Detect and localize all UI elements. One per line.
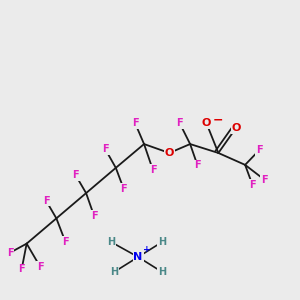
Text: F: F: [62, 236, 69, 247]
Text: F: F: [176, 118, 183, 128]
Text: H: H: [158, 267, 166, 277]
Text: F: F: [132, 118, 139, 128]
Text: H: H: [110, 267, 118, 277]
Text: O: O: [165, 148, 174, 158]
Text: F: F: [7, 248, 14, 257]
Text: F: F: [121, 184, 127, 194]
Text: F: F: [256, 145, 263, 155]
Text: F: F: [194, 160, 201, 170]
Text: −: −: [213, 114, 224, 127]
Text: N: N: [134, 252, 143, 262]
Text: +: +: [143, 245, 151, 254]
Text: F: F: [91, 211, 98, 221]
Text: F: F: [150, 165, 156, 175]
Text: O: O: [232, 123, 241, 133]
Text: H: H: [107, 237, 116, 247]
Text: F: F: [249, 180, 256, 190]
Text: F: F: [37, 262, 43, 272]
Text: F: F: [43, 196, 49, 206]
Text: F: F: [72, 170, 79, 180]
Text: F: F: [261, 175, 268, 185]
Text: F: F: [102, 144, 109, 154]
Text: O: O: [202, 118, 211, 128]
Text: H: H: [158, 237, 166, 247]
Text: F: F: [18, 265, 25, 275]
